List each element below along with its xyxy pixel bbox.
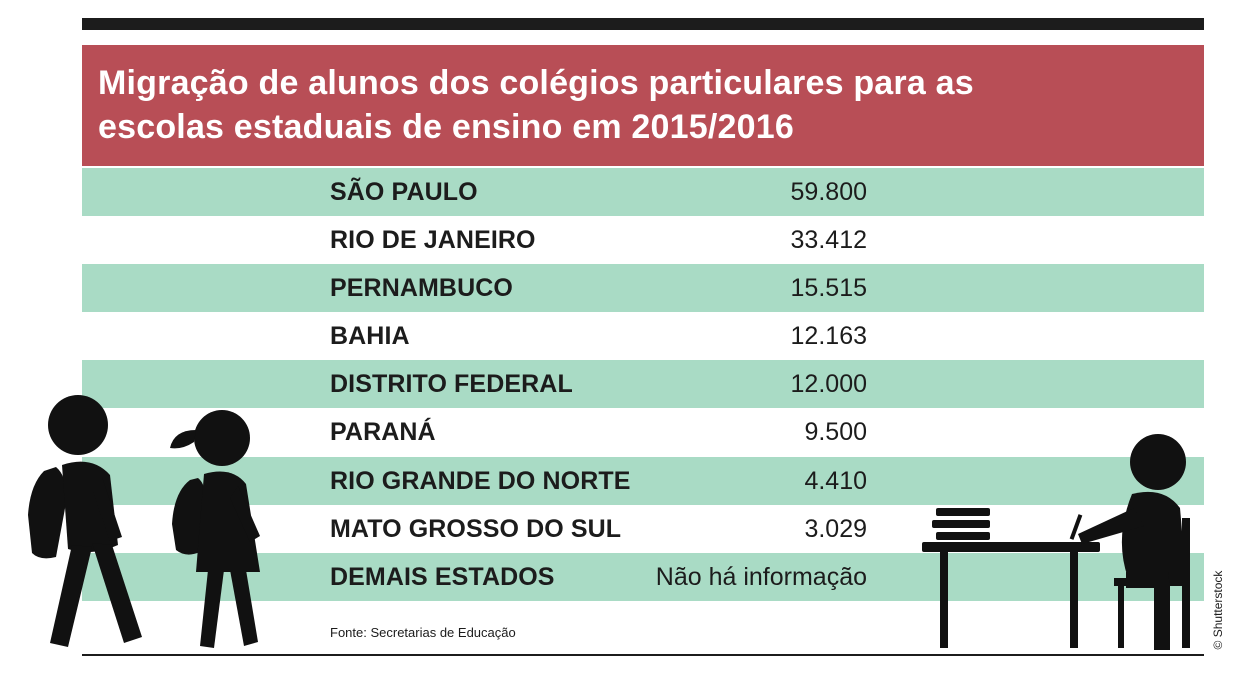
student-count: 12.163 <box>790 322 867 351</box>
walking-student-girl-icon <box>170 410 260 648</box>
title-line-1: Migração de alunos dos colégios particul… <box>98 64 974 102</box>
student-count: 59.800 <box>790 178 867 206</box>
table-row: DISTRITO FEDERAL 12.000 <box>82 360 1204 409</box>
title-line-2: escolas estaduais de ensino em 2015/2016 <box>98 108 794 146</box>
state-name: RIO DE JANEIRO <box>330 226 536 255</box>
credit: © Shutterstock <box>1208 560 1228 660</box>
chart-title: Migração de alunos dos colégios particul… <box>98 61 1204 149</box>
table-row: PERNAMBUCO 15.515 <box>82 264 1204 313</box>
table-row: RIO GRANDE DO NORTE 4.410 <box>82 456 1204 505</box>
state-name: PERNAMBUCO <box>330 274 513 303</box>
student-count: Não há informação <box>655 562 867 591</box>
student-count: 3.029 <box>804 514 867 543</box>
student-count: 15.515 <box>790 274 867 303</box>
state-name: MATO GROSSO DO SUL <box>330 514 622 543</box>
student-at-desk-icon <box>922 434 1190 650</box>
student-count: 33.412 <box>790 226 867 255</box>
state-name: DISTRITO FEDERAL <box>330 370 573 399</box>
table-row: BAHIA 12.163 <box>82 312 1204 360</box>
state-name: PARANÁ <box>330 418 436 447</box>
data-table: SÃO PAULO 59.800 RIO DE JANEIRO 33.412 PERNA… <box>82 168 1204 601</box>
state-name: RIO GRANDE DO NORTE <box>330 466 631 495</box>
student-count: 12.000 <box>790 370 867 399</box>
state-name: DEMAIS ESTADOS <box>330 562 555 591</box>
credit-text: © Shutterstock <box>1211 570 1225 650</box>
table-row: PARANÁ 9.500 <box>82 408 1204 456</box>
student-count: 9.500 <box>804 418 867 447</box>
source-note: Fonte: Secretarias de Educação <box>330 625 516 640</box>
table-row: RIO DE JANEIRO 33.412 <box>82 216 1204 264</box>
state-name: SÃO PAULO <box>330 178 478 206</box>
table-row: SÃO PAULO 59.800 <box>82 168 1204 217</box>
state-name: BAHIA <box>330 322 410 351</box>
table-row: MATO GROSSO DO SUL 3.029 <box>82 505 1204 553</box>
title-band: Migração de alunos dos colégios particul… <box>82 45 1204 166</box>
table-row: DEMAIS ESTADOS Não há informação <box>82 552 1204 601</box>
top-rule <box>82 18 1204 30</box>
bottom-rule <box>82 654 1204 656</box>
walking-student-boy-icon <box>28 395 142 647</box>
student-count: 4.410 <box>804 466 867 495</box>
